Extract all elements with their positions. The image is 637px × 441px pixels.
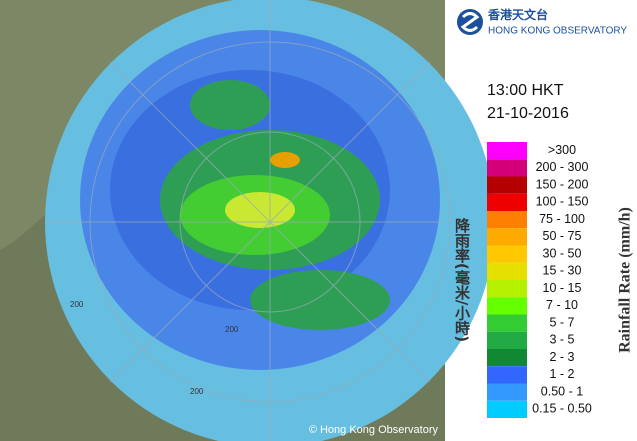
legend-swatch xyxy=(487,211,527,229)
legend-label: 30 - 50 xyxy=(543,246,582,260)
date: 21-10-2016 xyxy=(487,105,569,122)
legend-swatch xyxy=(487,331,527,349)
legend-label: 15 - 30 xyxy=(543,264,582,278)
legend-label: 200 - 300 xyxy=(536,160,589,174)
time: 13:00 HKT xyxy=(487,82,564,99)
radar-echo xyxy=(80,30,440,370)
legend-swatch xyxy=(487,383,527,401)
legend-label: 10 - 15 xyxy=(543,281,582,295)
legend-swatch xyxy=(487,280,527,298)
legend-swatch xyxy=(487,297,527,315)
legend-swatch xyxy=(487,400,527,418)
legend-swatch xyxy=(487,262,527,280)
legend-label: 0.50 - 1 xyxy=(541,384,583,398)
ring-label: 200 xyxy=(70,300,84,309)
range-rings xyxy=(45,0,451,441)
legend-title-en: Rainfall Rate (mm/h) xyxy=(617,207,634,353)
logo-subtitle: HONG KONG OBSERVATORY xyxy=(488,26,627,37)
legend-label: 2 - 3 xyxy=(549,350,574,364)
legend-label: 0.15 - 0.50 xyxy=(532,402,592,416)
legend-label: 3 - 5 xyxy=(549,333,574,347)
legend-label: 7 - 10 xyxy=(546,298,578,312)
ring-label: 200 xyxy=(225,325,239,334)
legend-label: >300 xyxy=(548,143,576,157)
legend-swatch xyxy=(487,176,527,194)
logo-mark xyxy=(460,12,480,32)
echo xyxy=(250,270,390,330)
legend-swatch xyxy=(487,228,527,246)
legend-swatch xyxy=(487,366,527,384)
legend-swatch xyxy=(487,314,527,332)
copyright: © Hong Kong Observatory xyxy=(309,424,439,436)
echo xyxy=(190,80,270,130)
legend-swatch xyxy=(487,349,527,367)
legend-swatch xyxy=(487,142,527,160)
ring-label: 200 xyxy=(190,387,204,396)
legend-label: 75 - 100 xyxy=(539,212,585,226)
legend-label: 100 - 150 xyxy=(536,195,589,209)
legend: >300 200 - 300 150 - 200 100 - 150 75 - 100 5… xyxy=(487,142,592,418)
logo-title: 香港天文台 xyxy=(487,7,548,22)
legend-label: 150 - 200 xyxy=(536,177,589,191)
legend-swatch xyxy=(487,159,527,177)
echo xyxy=(225,192,295,228)
legend-swatch xyxy=(487,193,527,211)
legend-title-zh: 降雨率(毫米/小時) xyxy=(453,217,471,342)
echo xyxy=(270,152,300,168)
legend-label: 5 - 7 xyxy=(549,315,574,329)
legend-label: 50 - 75 xyxy=(543,229,582,243)
legend-label: 1 - 2 xyxy=(549,367,574,381)
legend-swatch xyxy=(487,245,527,263)
